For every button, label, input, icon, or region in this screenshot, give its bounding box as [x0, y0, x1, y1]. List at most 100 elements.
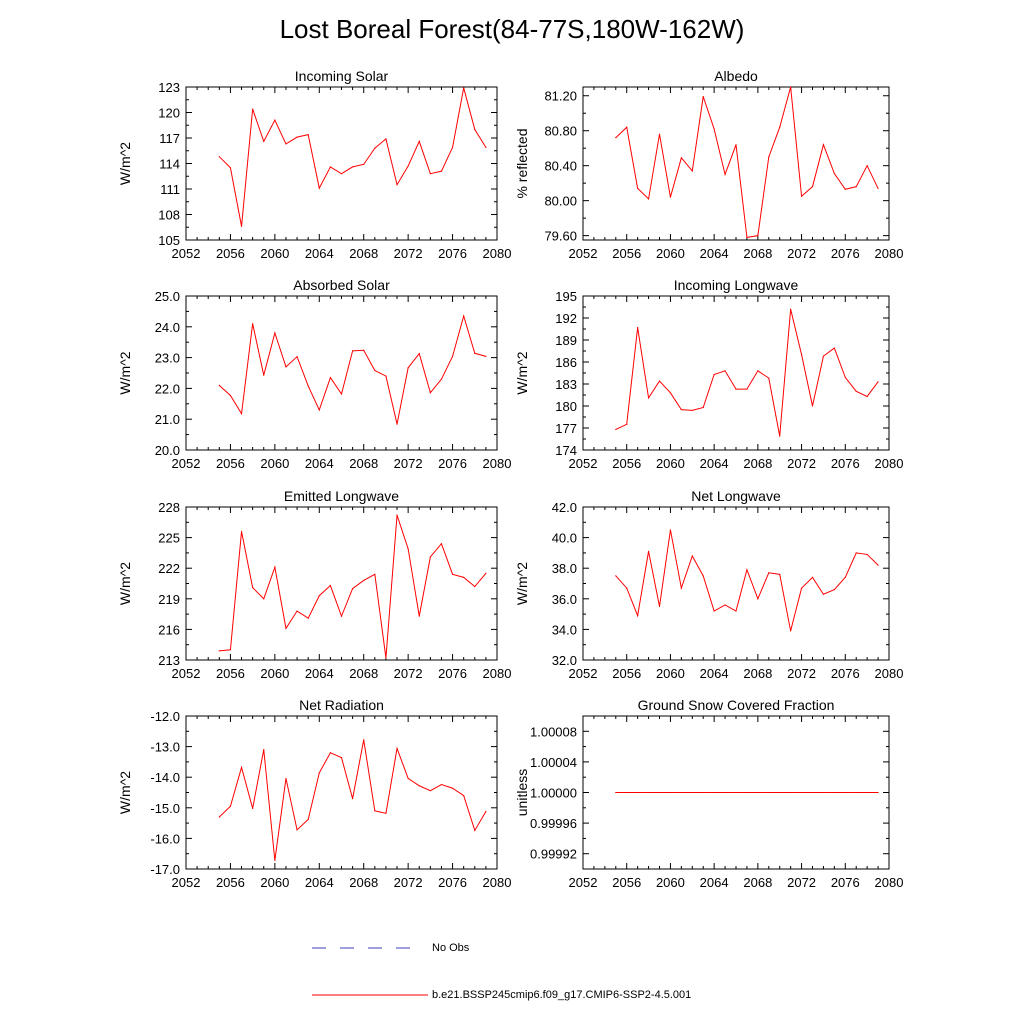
data-point: [407, 367, 409, 369]
data-point: [363, 739, 365, 741]
data-point: [296, 610, 298, 612]
data-point: [822, 144, 825, 146]
data-point: [429, 556, 431, 558]
x-tick-label: 2072: [787, 456, 816, 471]
y-tick-label: 40.0: [552, 531, 577, 546]
x-tick-label: 2056: [612, 246, 641, 261]
y-tick-label: 195: [555, 289, 577, 304]
y-tick-label: 120: [158, 106, 180, 121]
data-point: [307, 617, 309, 619]
data-point: [385, 375, 387, 377]
x-tick-label: 2060: [656, 875, 685, 890]
panel-8: Ground Snow Covered Fraction unitless 2052…: [514, 697, 903, 890]
y-tick-label: 123: [158, 80, 180, 95]
data-point: [485, 572, 487, 574]
data-point: [822, 355, 825, 357]
data-point: [877, 791, 879, 794]
data-point: [658, 380, 661, 382]
y-tick-label: 32.0: [552, 653, 577, 668]
data-point: [485, 355, 487, 357]
x-tick-label: 2060: [260, 456, 289, 471]
x-tick-label: 2080: [483, 875, 512, 890]
data-point: [318, 409, 320, 411]
x-tick-label: 2068: [743, 456, 772, 471]
data-point: [329, 584, 331, 587]
y-tick-label: 80.40: [544, 159, 577, 174]
x-tick-label: 2056: [216, 456, 245, 471]
x-tick-label: 2076: [438, 875, 467, 890]
data-point: [647, 791, 650, 794]
data-point: [274, 859, 276, 862]
data-point: [385, 657, 387, 659]
x-tick-label: 2052: [172, 456, 201, 471]
y-axis-label: W/m^2: [117, 562, 133, 605]
data-point: [779, 126, 781, 128]
x-tick-label: 2052: [569, 666, 598, 681]
x-tick-label: 2064: [305, 456, 334, 471]
data-point: [658, 133, 661, 135]
y-tick-label: 22.0: [155, 381, 180, 396]
data-point: [385, 138, 387, 140]
series-line: [615, 309, 879, 437]
data-point: [833, 347, 835, 349]
data-point: [724, 604, 726, 606]
x-tick-label: 2052: [172, 246, 201, 261]
y-tick-label: 213: [158, 653, 180, 668]
data-point: [474, 829, 476, 832]
data-point: [363, 579, 365, 582]
x-tick-label: 2072: [787, 875, 816, 890]
data-point: [757, 791, 759, 794]
y-tick-label: 0.99992: [530, 847, 577, 862]
data-point: [615, 428, 617, 431]
data-point: [485, 810, 487, 813]
data-point: [877, 564, 879, 566]
y-tick-label: 0.99996: [530, 816, 577, 831]
data-point: [844, 376, 846, 378]
x-tick-label: 2056: [216, 246, 245, 261]
data-point: [229, 394, 232, 397]
data-point: [218, 384, 220, 386]
data-point: [637, 326, 639, 329]
data-point: [374, 573, 376, 575]
x-tick-label: 2072: [394, 246, 423, 261]
data-point: [680, 587, 682, 589]
y-axis-label: W/m^2: [117, 771, 133, 814]
panel-1: Incoming Solar W/m^2 2052 2056 2060 2064 2068 2…: [117, 68, 511, 261]
data-point: [418, 615, 420, 617]
data-point: [702, 406, 704, 409]
data-point: [240, 530, 243, 533]
x-tick-label: 2076: [438, 666, 467, 681]
data-point: [318, 595, 320, 597]
data-point: [811, 791, 814, 794]
data-point: [680, 409, 682, 411]
y-tick-label: 225: [158, 531, 180, 546]
data-point: [779, 573, 781, 575]
data-point: [252, 108, 254, 110]
data-point: [746, 791, 748, 794]
data-point: [285, 777, 287, 780]
x-tick-label: 2060: [260, 875, 289, 890]
data-point: [329, 166, 331, 168]
x-tick-label: 2072: [787, 246, 816, 261]
data-point: [779, 435, 781, 437]
data-point: [429, 790, 431, 792]
panel-title: Incoming Solar: [295, 68, 389, 84]
data-point: [418, 352, 420, 355]
y-tick-label: 108: [158, 208, 180, 223]
data-point: [713, 610, 715, 612]
x-tick-label: 2056: [612, 666, 641, 681]
data-point: [429, 173, 431, 175]
page-title: Lost Boreal Forest(84-77S,180W-162W): [279, 14, 745, 44]
data-point: [768, 156, 770, 158]
panel-7: Net Radiation W/m^2 2052 2056 2060 2064 2068 20…: [117, 697, 511, 890]
series-line: [218, 314, 487, 425]
data-point: [229, 649, 232, 651]
x-tick-label: 2080: [875, 246, 904, 261]
y-axis-label: W/m^2: [117, 351, 133, 394]
y-tick-label: 114: [159, 157, 180, 172]
y-tick-label: 174: [555, 443, 577, 458]
data-point: [647, 198, 650, 200]
data-point: [844, 576, 846, 578]
data-point: [229, 805, 232, 807]
